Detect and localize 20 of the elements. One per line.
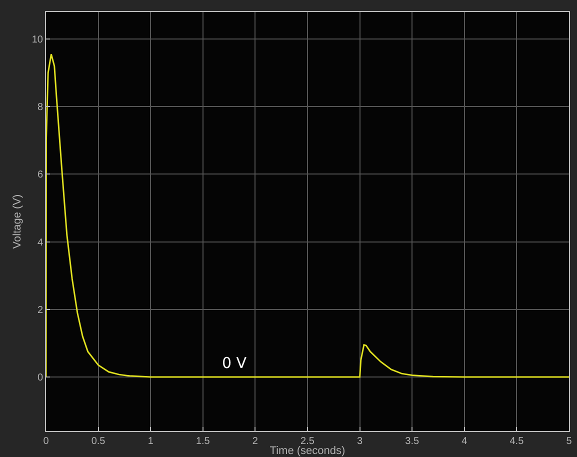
y-tick-label: 8 [37, 102, 44, 114]
y-tick-label: 2 [37, 304, 44, 316]
x-tick-label: 4 [462, 436, 468, 447]
x-tick-label: 3 [357, 436, 364, 447]
x-tick-label: 2 [252, 436, 258, 447]
y-tick-label: 4 [37, 237, 44, 248]
y-tick-label: 0 [37, 372, 44, 384]
x-tick-label: 4.5 [510, 436, 524, 447]
x-tick-label: 0.5 [91, 436, 106, 447]
x-tick-label: 1.5 [196, 436, 210, 447]
line-series [46, 53, 569, 378]
y-tick-label: 6 [37, 170, 44, 181]
x-tick-label: 1 [148, 436, 154, 447]
y-axis-title: Voltage (V) [12, 194, 24, 249]
x-tick-label: 3.5 [405, 436, 420, 447]
x-axis-title: Time (seconds) [270, 445, 346, 457]
x-tick-label: 5 [566, 436, 572, 447]
y-tick-label: 10 [32, 34, 44, 46]
annotation: 0 V [222, 354, 248, 372]
x-tick-label: 2.5 [300, 436, 315, 447]
